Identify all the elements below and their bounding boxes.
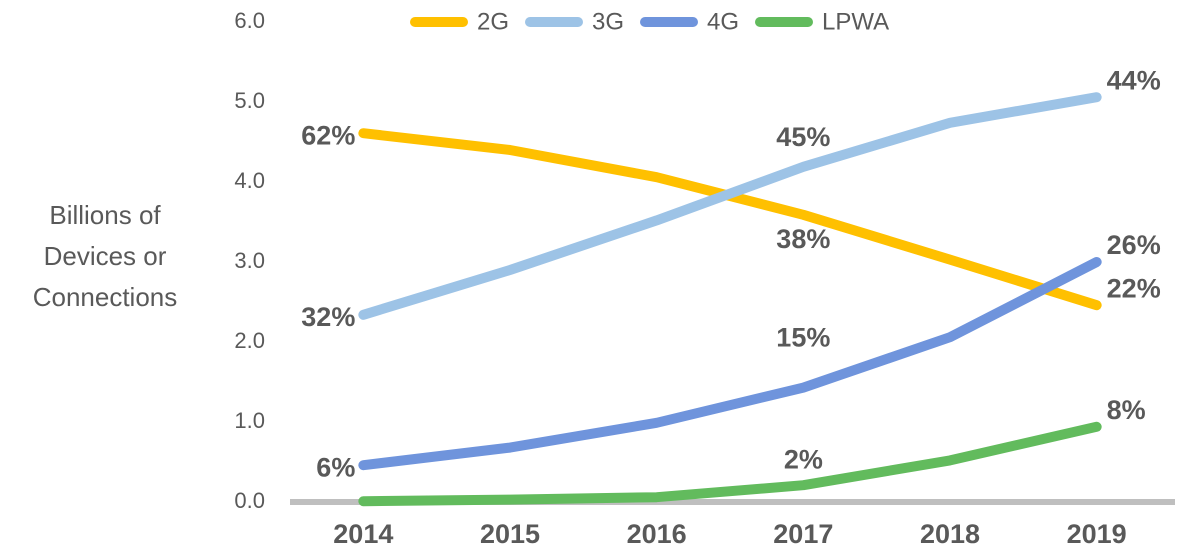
legend-label: 4G bbox=[707, 8, 739, 35]
data-label: 8% bbox=[1107, 395, 1146, 425]
y-tick-label: 4.0 bbox=[234, 168, 265, 193]
y-axis-label: Connections bbox=[33, 282, 178, 312]
data-label: 45% bbox=[776, 122, 830, 152]
x-tick-label: 2016 bbox=[627, 519, 687, 549]
y-tick-label: 0.0 bbox=[234, 488, 265, 513]
x-tick-label: 2017 bbox=[773, 519, 833, 549]
series-line bbox=[358, 421, 1102, 507]
data-label: 38% bbox=[776, 224, 830, 254]
data-label: 44% bbox=[1107, 65, 1161, 95]
legend-label: LPWA bbox=[822, 8, 889, 35]
x-tick-label: 2018 bbox=[920, 519, 980, 549]
series-line bbox=[358, 257, 1102, 471]
y-axis-label: Devices or bbox=[44, 241, 167, 271]
y-tick-label: 5.0 bbox=[234, 88, 265, 113]
y-tick-label: 2.0 bbox=[234, 328, 265, 353]
x-tick-label: 2014 bbox=[333, 519, 393, 549]
y-tick-label: 3.0 bbox=[234, 248, 265, 273]
x-tick-label: 2015 bbox=[480, 519, 540, 549]
data-label: 26% bbox=[1107, 230, 1161, 260]
y-tick-label: 1.0 bbox=[234, 408, 265, 433]
y-axis-label: Billions of bbox=[49, 200, 161, 230]
x-tick-label: 2019 bbox=[1067, 519, 1127, 549]
data-label: 62% bbox=[301, 120, 355, 150]
legend-label: 3G bbox=[592, 8, 624, 35]
data-label: 22% bbox=[1107, 273, 1161, 303]
series-line bbox=[358, 92, 1102, 320]
data-label: 15% bbox=[776, 323, 830, 353]
data-label: 32% bbox=[301, 302, 355, 332]
y-tick-label: 6.0 bbox=[234, 8, 265, 33]
data-label: 2% bbox=[784, 444, 823, 474]
legend-label: 2G bbox=[477, 8, 509, 35]
data-label: 6% bbox=[316, 452, 355, 482]
